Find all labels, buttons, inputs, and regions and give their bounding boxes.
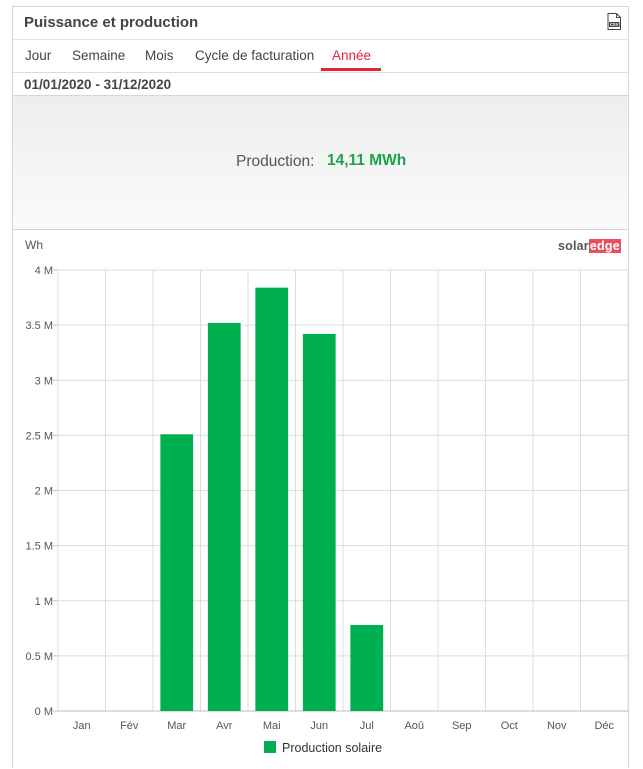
bar-jun xyxy=(302,333,336,711)
x-tick-label: Déc xyxy=(594,720,614,732)
y-tick-label: 3.5 M xyxy=(25,320,53,332)
x-tick-label: Sep xyxy=(452,720,472,732)
chart-legend[interactable]: Production solaire xyxy=(264,741,382,755)
svg-text:CSV: CSV xyxy=(610,22,619,27)
tab-mois[interactable]: Mois xyxy=(145,48,174,63)
y-tick-label: 0.5 M xyxy=(25,651,53,663)
active-tab-indicator xyxy=(321,68,381,71)
y-tick-label: 1 M xyxy=(35,596,53,608)
y-tick-label: 0 M xyxy=(35,706,53,718)
bar-jul xyxy=(350,625,384,711)
x-tick-label: Fév xyxy=(120,720,139,732)
bar-mar xyxy=(160,434,194,711)
x-tick-label: Aoû xyxy=(404,720,424,732)
y-tick-label: 1.5 M xyxy=(25,541,53,553)
x-tick-label: Jan xyxy=(73,720,91,732)
logo-text-edge: edge xyxy=(588,239,621,253)
bar-avr xyxy=(207,322,241,711)
x-tick-label: Mar xyxy=(167,720,186,732)
tab-annee[interactable]: Année xyxy=(332,48,372,63)
tab-semaine[interactable]: Semaine xyxy=(72,48,126,63)
panel-header: Puissance et production CSV xyxy=(13,7,628,40)
y-tick-label: 2.5 M xyxy=(25,430,53,442)
y-tick-label: 3 M xyxy=(35,375,53,387)
y-axis-unit: Wh xyxy=(25,238,43,252)
y-tick-label: 4 M xyxy=(35,265,53,277)
legend-label: Production solaire xyxy=(282,741,383,755)
csv-file-icon[interactable]: CSV xyxy=(607,13,621,30)
production-label: Production: xyxy=(236,153,315,170)
production-bar-chart: 0 M 0.5 M 1 M 1.5 M 2 M 2.5 M 3 M 3.5 M 4 M Jan Fé… xyxy=(25,265,628,732)
tab-cycle-de-facturation[interactable]: Cycle de facturation xyxy=(195,48,315,63)
production-value: 14,11 MWh xyxy=(327,152,407,169)
solaredge-logo: solaredge xyxy=(558,239,621,253)
production-panel: Puissance et production CSV Jour Semaine… xyxy=(12,6,629,768)
legend-swatch xyxy=(264,741,276,753)
x-tick-label: Jun xyxy=(310,720,328,732)
y-tick-label: 2 M xyxy=(35,486,53,498)
x-tick-label: Nov xyxy=(547,720,567,732)
logo-text-solar: solar xyxy=(558,239,589,253)
tab-jour[interactable]: Jour xyxy=(25,48,52,63)
x-tick-label: Avr xyxy=(216,720,233,732)
x-tick-label: Jul xyxy=(360,720,374,732)
date-range: 01/01/2020 - 31/12/2020 xyxy=(24,77,172,92)
panel-title: Puissance et production xyxy=(24,14,199,31)
x-tick-label: Mai xyxy=(263,720,281,732)
bar-mai xyxy=(255,287,289,711)
production-summary: Production: 14,11 MWh xyxy=(13,95,628,230)
period-tabs: Jour Semaine Mois Cycle de facturation A… xyxy=(13,40,628,73)
x-tick-label: Oct xyxy=(501,720,518,732)
